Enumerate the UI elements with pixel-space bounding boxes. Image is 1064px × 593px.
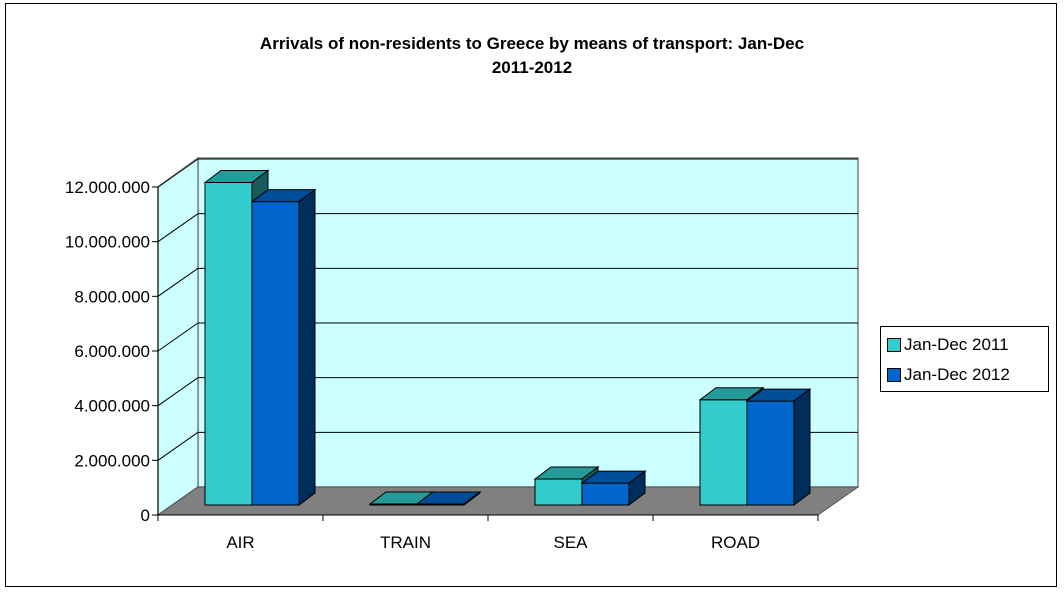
y-tick-label: 6.000.000 xyxy=(74,342,150,361)
gridline-side xyxy=(157,377,199,407)
chart-title-line-2: 2011-2012 xyxy=(491,58,573,77)
y-tick-label: 8.000.000 xyxy=(74,287,150,306)
legend-swatch-2012 xyxy=(887,368,901,382)
bar-side-train-2 xyxy=(463,491,481,506)
legend-label-2012: Jan-Dec 2012 xyxy=(904,365,1010,384)
legend-label-2011: Jan-Dec 2011 xyxy=(904,335,1009,354)
bar-front-road-2 xyxy=(746,400,795,506)
legend-item-2011: Jan-Dec 2011 xyxy=(887,335,1009,355)
bar-front-road-1 xyxy=(699,399,748,506)
x-tick-label: ROAD xyxy=(711,533,760,552)
legend: Jan-Dec 2011 Jan-Dec 2012 xyxy=(880,326,1049,392)
gridline-side xyxy=(157,322,199,352)
gridline-side xyxy=(157,267,199,297)
bar-side-road-2 xyxy=(793,388,811,506)
legend-swatch-2011 xyxy=(887,338,901,352)
bar-side-sea-2 xyxy=(628,470,646,506)
legend-item-2012: Jan-Dec 2012 xyxy=(887,365,1010,385)
bar-side-air-2 xyxy=(298,188,316,506)
x-tick-label: SEA xyxy=(553,533,588,552)
chart-title: Arrivals of non-residents to Greece by m… xyxy=(0,32,1064,80)
gridline-side xyxy=(157,158,199,188)
bar-front-air-1 xyxy=(204,181,253,506)
x-tick-label: TRAIN xyxy=(380,533,431,552)
y-tick-label: 10.000.000 xyxy=(65,233,150,252)
y-tick-label: 0 xyxy=(141,506,150,525)
bar-front-sea-1 xyxy=(534,478,583,506)
x-tick-label: AIR xyxy=(226,533,254,552)
bar-front-sea-2 xyxy=(581,482,630,506)
bar-front-air-2 xyxy=(251,201,300,506)
y-tick-label: 2.000.000 xyxy=(74,451,150,470)
gridline-side xyxy=(157,213,199,243)
y-tick-label: 4.000.000 xyxy=(74,397,150,416)
chart-title-line-1: Arrivals of non-residents to Greece by m… xyxy=(259,34,805,53)
y-tick-label: 12.000.000 xyxy=(65,178,150,197)
gridline-side xyxy=(157,431,199,461)
